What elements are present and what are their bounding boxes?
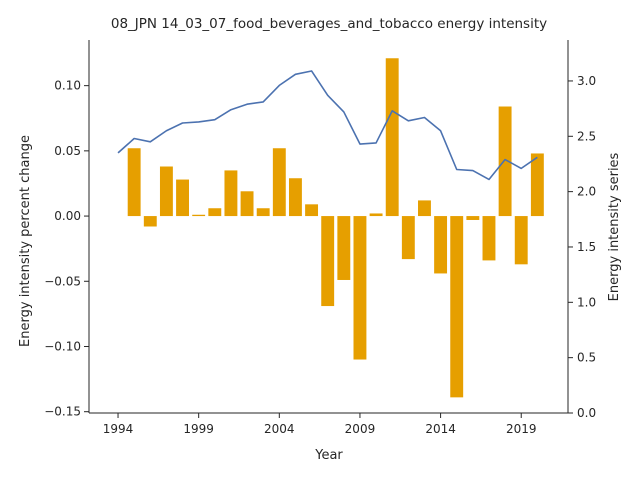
bar-2013 [418, 200, 431, 217]
y-left-tick-label: −0.10 [44, 339, 81, 353]
x-axis-label: Year [314, 448, 343, 463]
y-left-tick-label: 0.10 [54, 79, 81, 93]
series-line [117, 70, 538, 181]
x-tick-label: 2004 [264, 422, 295, 436]
line-layer [117, 70, 538, 181]
y-axis-right-label: Energy intensity series [607, 152, 622, 301]
bar-2002 [240, 191, 254, 217]
y-left-tick-label: −0.05 [44, 274, 81, 288]
x-tick-label: 2014 [425, 422, 456, 436]
bars-layer [127, 58, 544, 398]
y-right-tick-label: 0.5 [577, 351, 596, 365]
bar-2009 [353, 216, 367, 360]
bar-1998 [176, 179, 189, 217]
bar-2020 [530, 153, 544, 217]
bar-2000 [208, 208, 222, 217]
y-left-tick-label: −0.15 [44, 405, 81, 419]
bar-2018 [498, 106, 512, 217]
bar-1995 [127, 148, 141, 217]
bar-1999 [192, 214, 206, 217]
y-right-tick-label: 0.0 [577, 406, 596, 420]
bar-2017 [482, 216, 496, 261]
y-left-tick-label: 0.05 [54, 144, 81, 158]
y-right-tick-label: 1.5 [577, 240, 596, 254]
bar-1996 [143, 216, 157, 227]
ticks-layer: 1994 1999 2004 2009 2014 2019 −0.15 −0.10 −0.05 0… [44, 74, 596, 436]
bar-1997 [159, 166, 173, 217]
bar-2012 [401, 216, 415, 260]
y-right-tick-label: 2.0 [577, 185, 596, 199]
x-tick-label: 2019 [506, 422, 537, 436]
bar-2014 [434, 216, 448, 274]
bar-2008 [337, 216, 351, 280]
x-tick-label: 2009 [345, 422, 376, 436]
y-right-tick-label: 3.0 [577, 74, 596, 88]
y-axis-left-label: Energy intensity percent change [18, 135, 33, 347]
bar-2006 [305, 204, 319, 217]
chart-title: 08_JPN 14_03_07_food_beverages_and_tobac… [111, 16, 547, 32]
y-right-tick-label: 1.0 [577, 295, 596, 309]
x-tick-label: 1994 [103, 422, 134, 436]
bar-2015 [450, 216, 464, 398]
y-left-tick-label: 0.00 [54, 209, 81, 223]
bar-2003 [256, 208, 270, 217]
bar-2011 [385, 58, 399, 217]
bar-2001 [224, 170, 238, 217]
bar-2019 [514, 216, 528, 265]
bar-2010 [369, 213, 383, 217]
x-tick-label: 1999 [183, 422, 214, 436]
axes-layer [88, 40, 569, 414]
bar-2005 [288, 178, 302, 217]
bar-2007 [321, 216, 335, 307]
y-right-tick-label: 2.5 [577, 129, 596, 143]
bar-2004 [272, 148, 286, 217]
bar-2016 [466, 216, 480, 220]
